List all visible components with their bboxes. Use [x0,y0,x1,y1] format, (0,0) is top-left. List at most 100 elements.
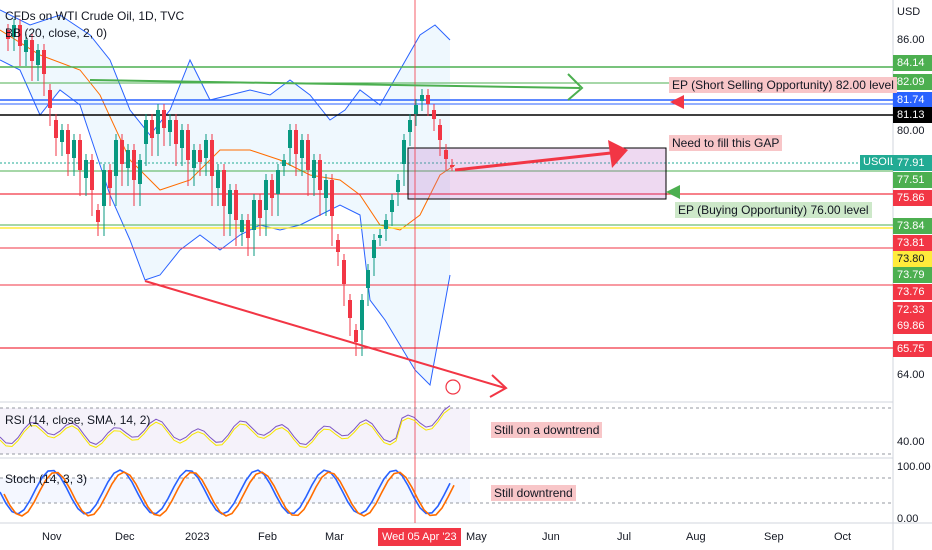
candle-body-4 [30,40,34,61]
price-label-82-09: 82.09 [893,74,932,90]
currency-label: USD [897,6,921,18]
bb-lower-band [0,59,451,387]
price-label-69-86: 69.86 [893,318,932,334]
candle-body-36 [222,170,226,206]
month-aug: Aug [686,531,706,543]
candle-body-15 [96,210,100,222]
rsi-downtrend-note[interactable]: Still on a downtrend [491,422,603,438]
green-arrowhead [567,73,584,101]
candle-body-56 [342,260,346,284]
candle-body-65 [396,180,400,192]
candle-body-24 [150,120,154,138]
candle-body-28 [174,120,178,144]
candle-body-74 [450,165,454,167]
candle-body-47 [288,130,292,148]
candle-body-42 [258,200,262,218]
candle-body-46 [282,160,286,166]
candle-body-54 [330,180,334,216]
month-mar: Mar [325,531,344,543]
gap-arrow-line [454,150,621,172]
price-tick-86: 86.00 [897,34,925,46]
month-jul: Jul [617,531,632,543]
candle-body-44 [270,180,274,198]
candle-body-7 [48,90,52,108]
buy-opportunity-note[interactable]: EP (Buying Opportunity) 76.00 level [675,202,872,218]
candle-body-67 [408,120,412,132]
price-label-77-51: 77.51 [893,172,932,188]
candle-body-20 [126,150,130,168]
price-label-84-14: 84.14 [893,55,932,71]
price-label-65-75: 65.75 [893,341,932,357]
crosshair-date: Wed 05 Apr '23 [378,528,461,546]
candle-body-34 [210,140,214,176]
month-oct: Oct [834,531,852,543]
candle-body-57 [348,300,352,318]
candle-body-50 [306,140,310,170]
candle-body-11 [72,140,76,158]
candle-body-43 [264,180,268,210]
bb-indicator-label[interactable]: BB (20, close, 2, 0) [5,26,108,40]
stoch-k-line [0,469,451,515]
rsi-title[interactable]: RSI (14, close, SMA, 14, 2) [5,413,151,427]
candle-body-16 [102,170,106,206]
candle-body-52 [318,160,322,190]
candle-body-27 [168,120,172,132]
stoch-title[interactable]: Stoch (14, 3, 3) [5,472,88,486]
candle-body-45 [276,170,280,194]
month-may: May [466,531,487,543]
price-tick-80: 80.00 [897,125,925,137]
price-label-77-91: 77.91 [893,155,932,171]
candle-body-14 [90,160,94,190]
buy-ep-marker [666,185,680,199]
red-trendline [144,280,506,389]
stoch-d-line [3,471,455,517]
candle-body-68 [414,105,418,114]
month-jun: Jun [542,531,560,543]
stoch-downtrend-note[interactable]: Still downtrend [491,485,576,501]
rsi-band-fill [0,408,470,454]
candle-body-72 [438,125,442,140]
candle-body-32 [198,150,202,162]
candle-body-10 [66,130,70,154]
candle-body-18 [114,140,118,176]
short-ep-marker [670,95,684,109]
candle-body-8 [54,120,58,138]
candle-body-29 [180,130,184,148]
price-label-81-74: 81.74 [893,92,932,108]
stoch-tick-100: 100.00 [897,461,931,473]
symbol-title[interactable]: CFDs on WTI Crude Oil, 1D, TVC [5,9,185,23]
candle-body-3 [24,40,28,52]
candle-body-19 [120,140,124,164]
candle-body-49 [300,140,304,158]
stoch-band-fill [0,478,470,503]
candle-body-63 [384,220,388,229]
candle-body-13 [84,160,88,178]
candle-body-60 [366,270,370,288]
price-label-73-81: 73.81 [893,235,932,251]
candle-body-23 [144,120,148,144]
candle-body-41 [252,200,256,230]
lightning-icon [445,379,461,395]
price-label-73-80: 73.80 [893,251,932,267]
fill-gap-note[interactable]: Need to fill this GAP [669,135,783,151]
candle-body-59 [360,300,364,330]
month-2023: 2023 [185,531,210,543]
candle-body-2 [18,25,22,46]
candle-body-69 [420,95,424,101]
price-label-73-84: 73.84 [893,218,932,234]
price-label-73-76: 73.76 [893,284,932,300]
candle-body-31 [192,150,196,168]
green-trendline [89,79,581,89]
short-opportunity-note[interactable]: EP (Short Selling Opportunity) 82.00 lev… [669,77,897,93]
candle-body-5 [36,50,40,65]
candle-body-37 [228,190,232,214]
candle-body-64 [390,200,394,212]
month-dec: Dec [115,531,135,543]
month-sep: Sep [764,531,784,543]
rsi-line [0,405,451,446]
candle-body-26 [162,110,166,128]
candle-body-58 [354,330,358,342]
candle-body-21 [132,150,136,180]
rsi-tick-40: 40.00 [897,436,925,448]
